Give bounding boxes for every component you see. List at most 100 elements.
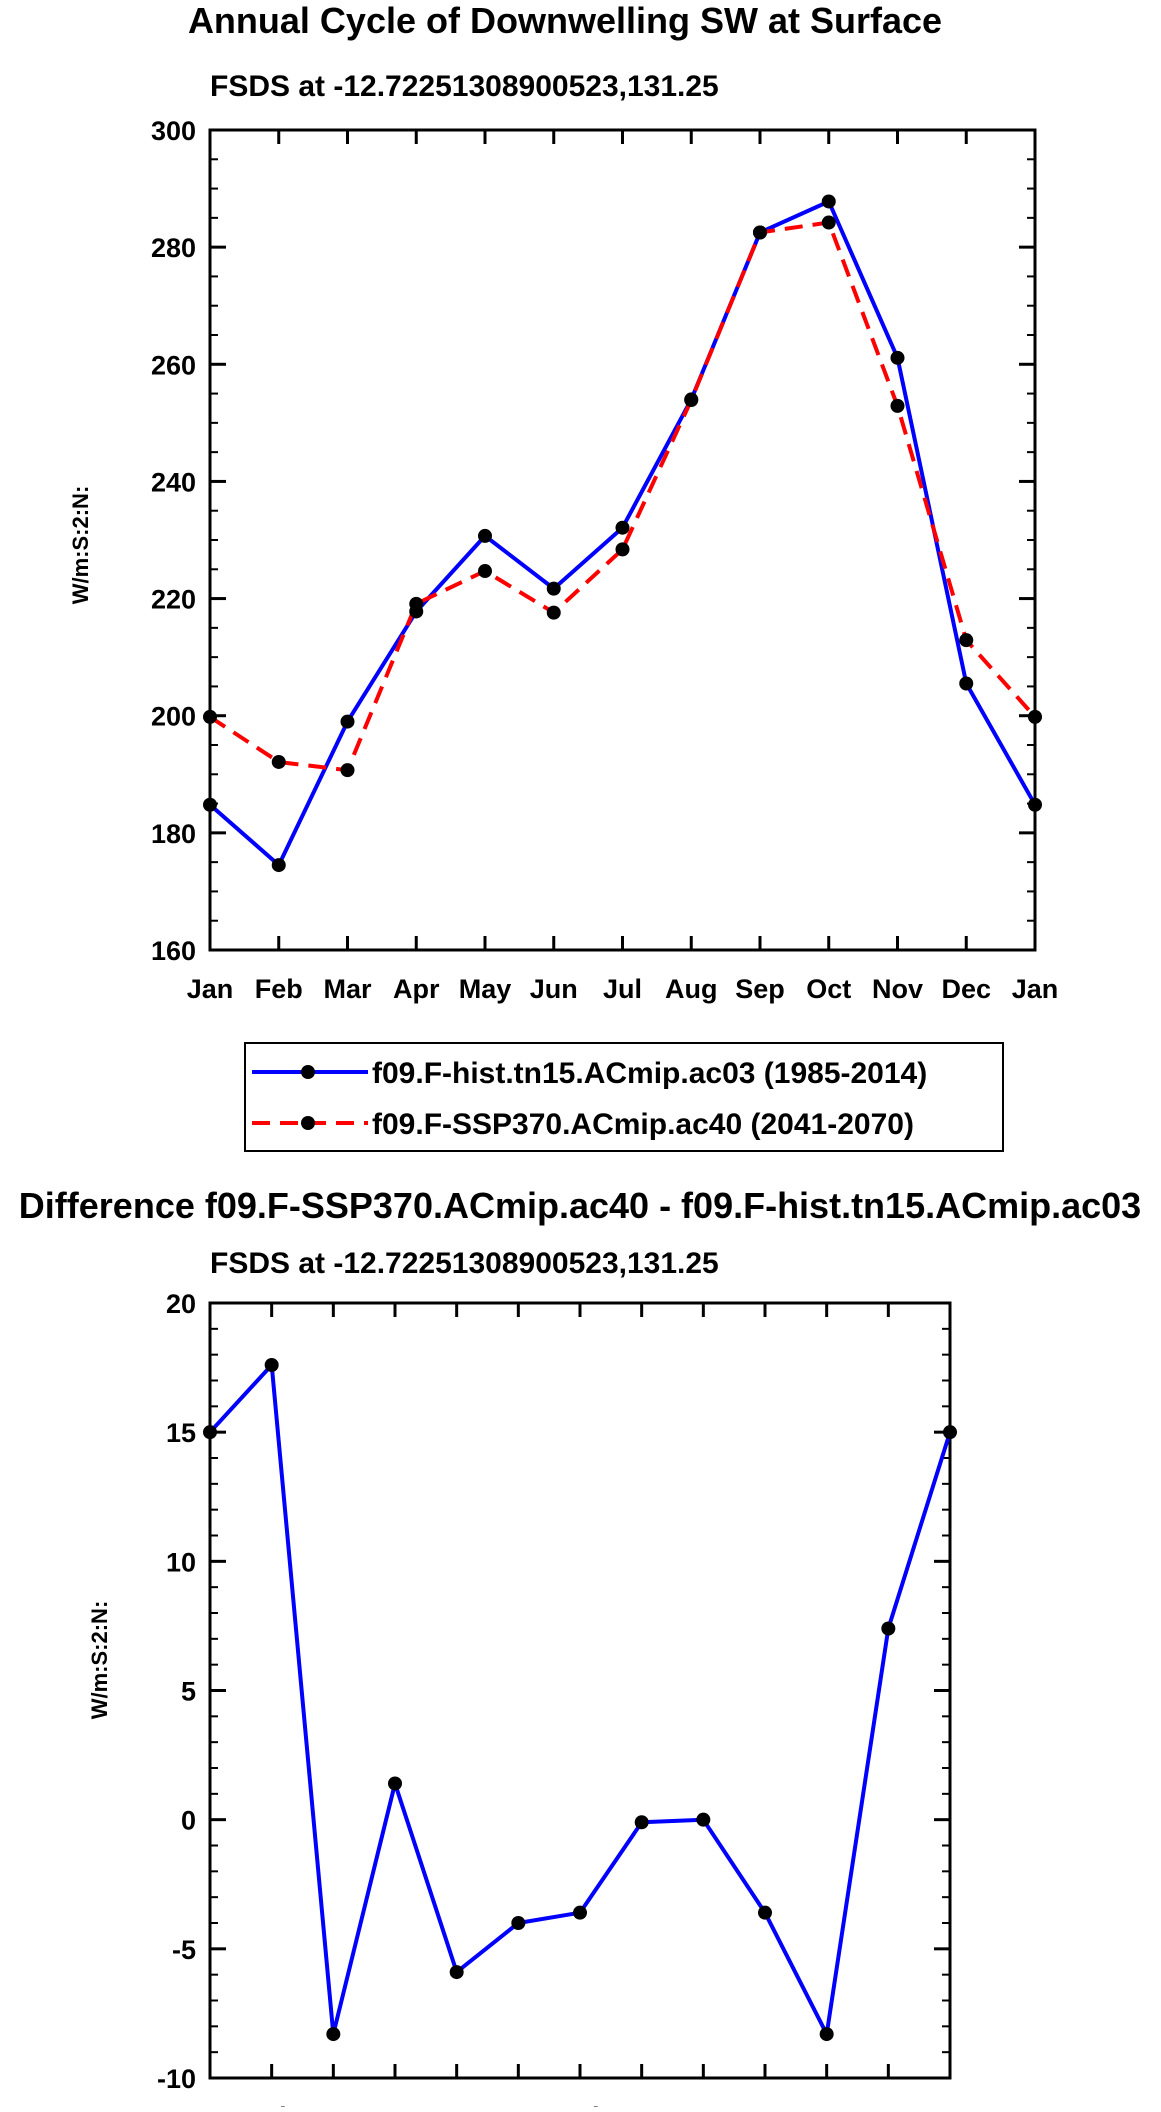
data-point-s0-11 — [959, 676, 974, 691]
series-line-0 — [208, 1363, 952, 2037]
data-point-s0-6 — [615, 520, 630, 535]
data-point-s0-2 — [326, 2027, 341, 2042]
data-point-s0-0 — [203, 797, 217, 812]
data-point-s1-4 — [478, 564, 492, 579]
data-point-s0-4 — [449, 1965, 464, 1980]
y-tick-label: 200 — [151, 702, 196, 732]
x-tick-label: Mar — [309, 2102, 358, 2107]
chart1-plot-frame — [208, 128, 1037, 952]
data-point-s1-2 — [340, 763, 355, 778]
x-tick-label: Jan — [927, 2102, 974, 2107]
data-point-s0-0 — [203, 1425, 217, 1440]
x-tick-label: Feb — [248, 2102, 296, 2107]
chart1-x-tick-labels: Jan Feb Mar Apr May Jun Jul Aug Sep Oct Nov Dec Jan — [187, 974, 1059, 1004]
y-tick-label: 10 — [166, 1547, 196, 1577]
chart1-ticks — [208, 128, 1037, 952]
y-tick-label: 260 — [151, 350, 196, 380]
x-tick-label: Dec — [864, 2102, 914, 2107]
x-tick-label: Jun — [530, 974, 578, 1004]
y-tick-label: 15 — [166, 1418, 196, 1448]
data-point-s0-2 — [340, 714, 355, 729]
data-point-s0-7 — [634, 1815, 649, 1830]
data-point-s0-11 — [881, 1621, 896, 1636]
data-point-s0-5 — [546, 581, 561, 596]
data-point-s0-8 — [696, 1812, 711, 1827]
y-tick-label: 180 — [151, 819, 196, 849]
x-tick-label: Apr — [393, 974, 440, 1004]
chart2-x-tick-labels: Jan Feb Mar Apr May Jun Jul Aug Sep Oct Nov Dec Jan — [187, 2102, 974, 2112]
x-tick-label: Aug — [665, 974, 717, 1004]
x-tick-label: Oct — [742, 2102, 787, 2107]
data-point-s0-1 — [264, 1358, 279, 1372]
y-tick-label: 5 — [181, 1677, 196, 1707]
y-tick-label: 280 — [151, 233, 196, 263]
x-tick-label: Mar — [323, 974, 372, 1004]
data-point-s1-9 — [821, 215, 836, 230]
chart2-series-points — [203, 1358, 957, 2042]
legend-marker-hist — [301, 1065, 315, 1079]
chart2-y-tick-labels: -10 -5 0 5 10 15 20 — [157, 1289, 196, 2094]
chart-difference: Difference f09.F-SSP370.ACmip.ac40 - f09… — [19, 1185, 1141, 2112]
x-tick-label: Apr — [372, 2102, 419, 2107]
x-tick-label: Sep — [679, 2102, 729, 2107]
x-tick-label: Nov — [872, 974, 923, 1004]
data-point-s0-10 — [819, 2027, 834, 2042]
x-tick-label: Sep — [735, 974, 785, 1004]
data-point-s1-1 — [271, 754, 286, 769]
data-point-s0-9 — [758, 1905, 772, 1920]
y-tick-label: 0 — [181, 1806, 196, 1836]
chart2-subtitle: FSDS at -12.72251308900523,131.25 — [210, 1247, 719, 1280]
x-tick-label: Feb — [255, 974, 303, 1004]
x-tick-label: Jan — [187, 2102, 234, 2107]
x-tick-label: Jan — [187, 974, 234, 1004]
chart-annual-cycle: Annual Cycle of Downwelling SW at Surfac… — [68, 0, 1059, 1152]
y-tick-label: -10 — [157, 2064, 196, 2094]
chart2-title: Difference f09.F-SSP370.ACmip.ac40 - f09… — [19, 1185, 1141, 1226]
chart2-series-lines — [208, 1363, 952, 2037]
x-tick-label: Jul — [560, 2102, 599, 2107]
data-point-s0-12 — [1028, 797, 1042, 812]
x-tick-label: Oct — [806, 974, 851, 1004]
data-point-s0-1 — [271, 858, 286, 873]
data-point-s1-6 — [615, 542, 630, 557]
data-point-s1-3 — [409, 596, 424, 611]
series-line-1 — [208, 220, 1037, 773]
data-point-s1-8 — [753, 225, 767, 240]
chart1-ylabel: W/m:S:2:N: — [68, 486, 93, 605]
legend-box — [244, 1042, 1004, 1152]
chart1-legend: f09.F-hist.tn15.ACmip.ac03 (1985-2014) f… — [244, 1042, 1004, 1152]
chart1-title: Annual Cycle of Downwelling SW at Surfac… — [188, 0, 942, 41]
y-tick-label: 220 — [151, 585, 196, 615]
x-tick-label: Nov — [801, 2102, 852, 2107]
data-point-s0-10 — [890, 350, 905, 365]
y-tick-label: 240 — [151, 467, 196, 497]
x-tick-label: Jan — [1012, 974, 1059, 1004]
data-point-s0-9 — [821, 194, 836, 209]
data-point-s0-5 — [511, 1916, 526, 1930]
x-tick-label: Dec — [941, 974, 991, 1004]
data-point-s0-3 — [388, 1776, 402, 1791]
data-point-s0-6 — [573, 1905, 587, 1920]
data-point-s1-11 — [959, 633, 974, 648]
data-point-s1-10 — [890, 398, 905, 413]
y-tick-label: 300 — [151, 116, 196, 146]
chart1-y-tick-labels: 160 180 200 220 240 260 280 300 — [151, 116, 196, 966]
chart1-series-points — [203, 194, 1042, 873]
chart1-subtitle: FSDS at -12.72251308900523,131.25 — [210, 70, 719, 103]
data-point-s0-4 — [478, 528, 492, 543]
data-point-s1-5 — [546, 605, 561, 620]
data-point-s0-12 — [943, 1425, 957, 1440]
data-point-s1-7 — [684, 393, 699, 408]
legend-label-ssp370: f09.F-SSP370.ACmip.ac40 (2041-2070) — [372, 1108, 914, 1141]
data-point-s1-12 — [1028, 709, 1042, 724]
x-tick-label: Jul — [603, 974, 642, 1004]
legend-marker-ssp370 — [301, 1116, 315, 1130]
chart2-ylabel: W/m:S:2:N: — [87, 1601, 112, 1720]
x-tick-label: Aug — [615, 2102, 667, 2107]
y-tick-label: 160 — [151, 936, 196, 966]
y-tick-label: -5 — [172, 1935, 196, 1965]
x-tick-label: May — [430, 2102, 483, 2107]
legend-label-hist: f09.F-hist.tn15.ACmip.ac03 (1985-2014) — [372, 1057, 927, 1090]
